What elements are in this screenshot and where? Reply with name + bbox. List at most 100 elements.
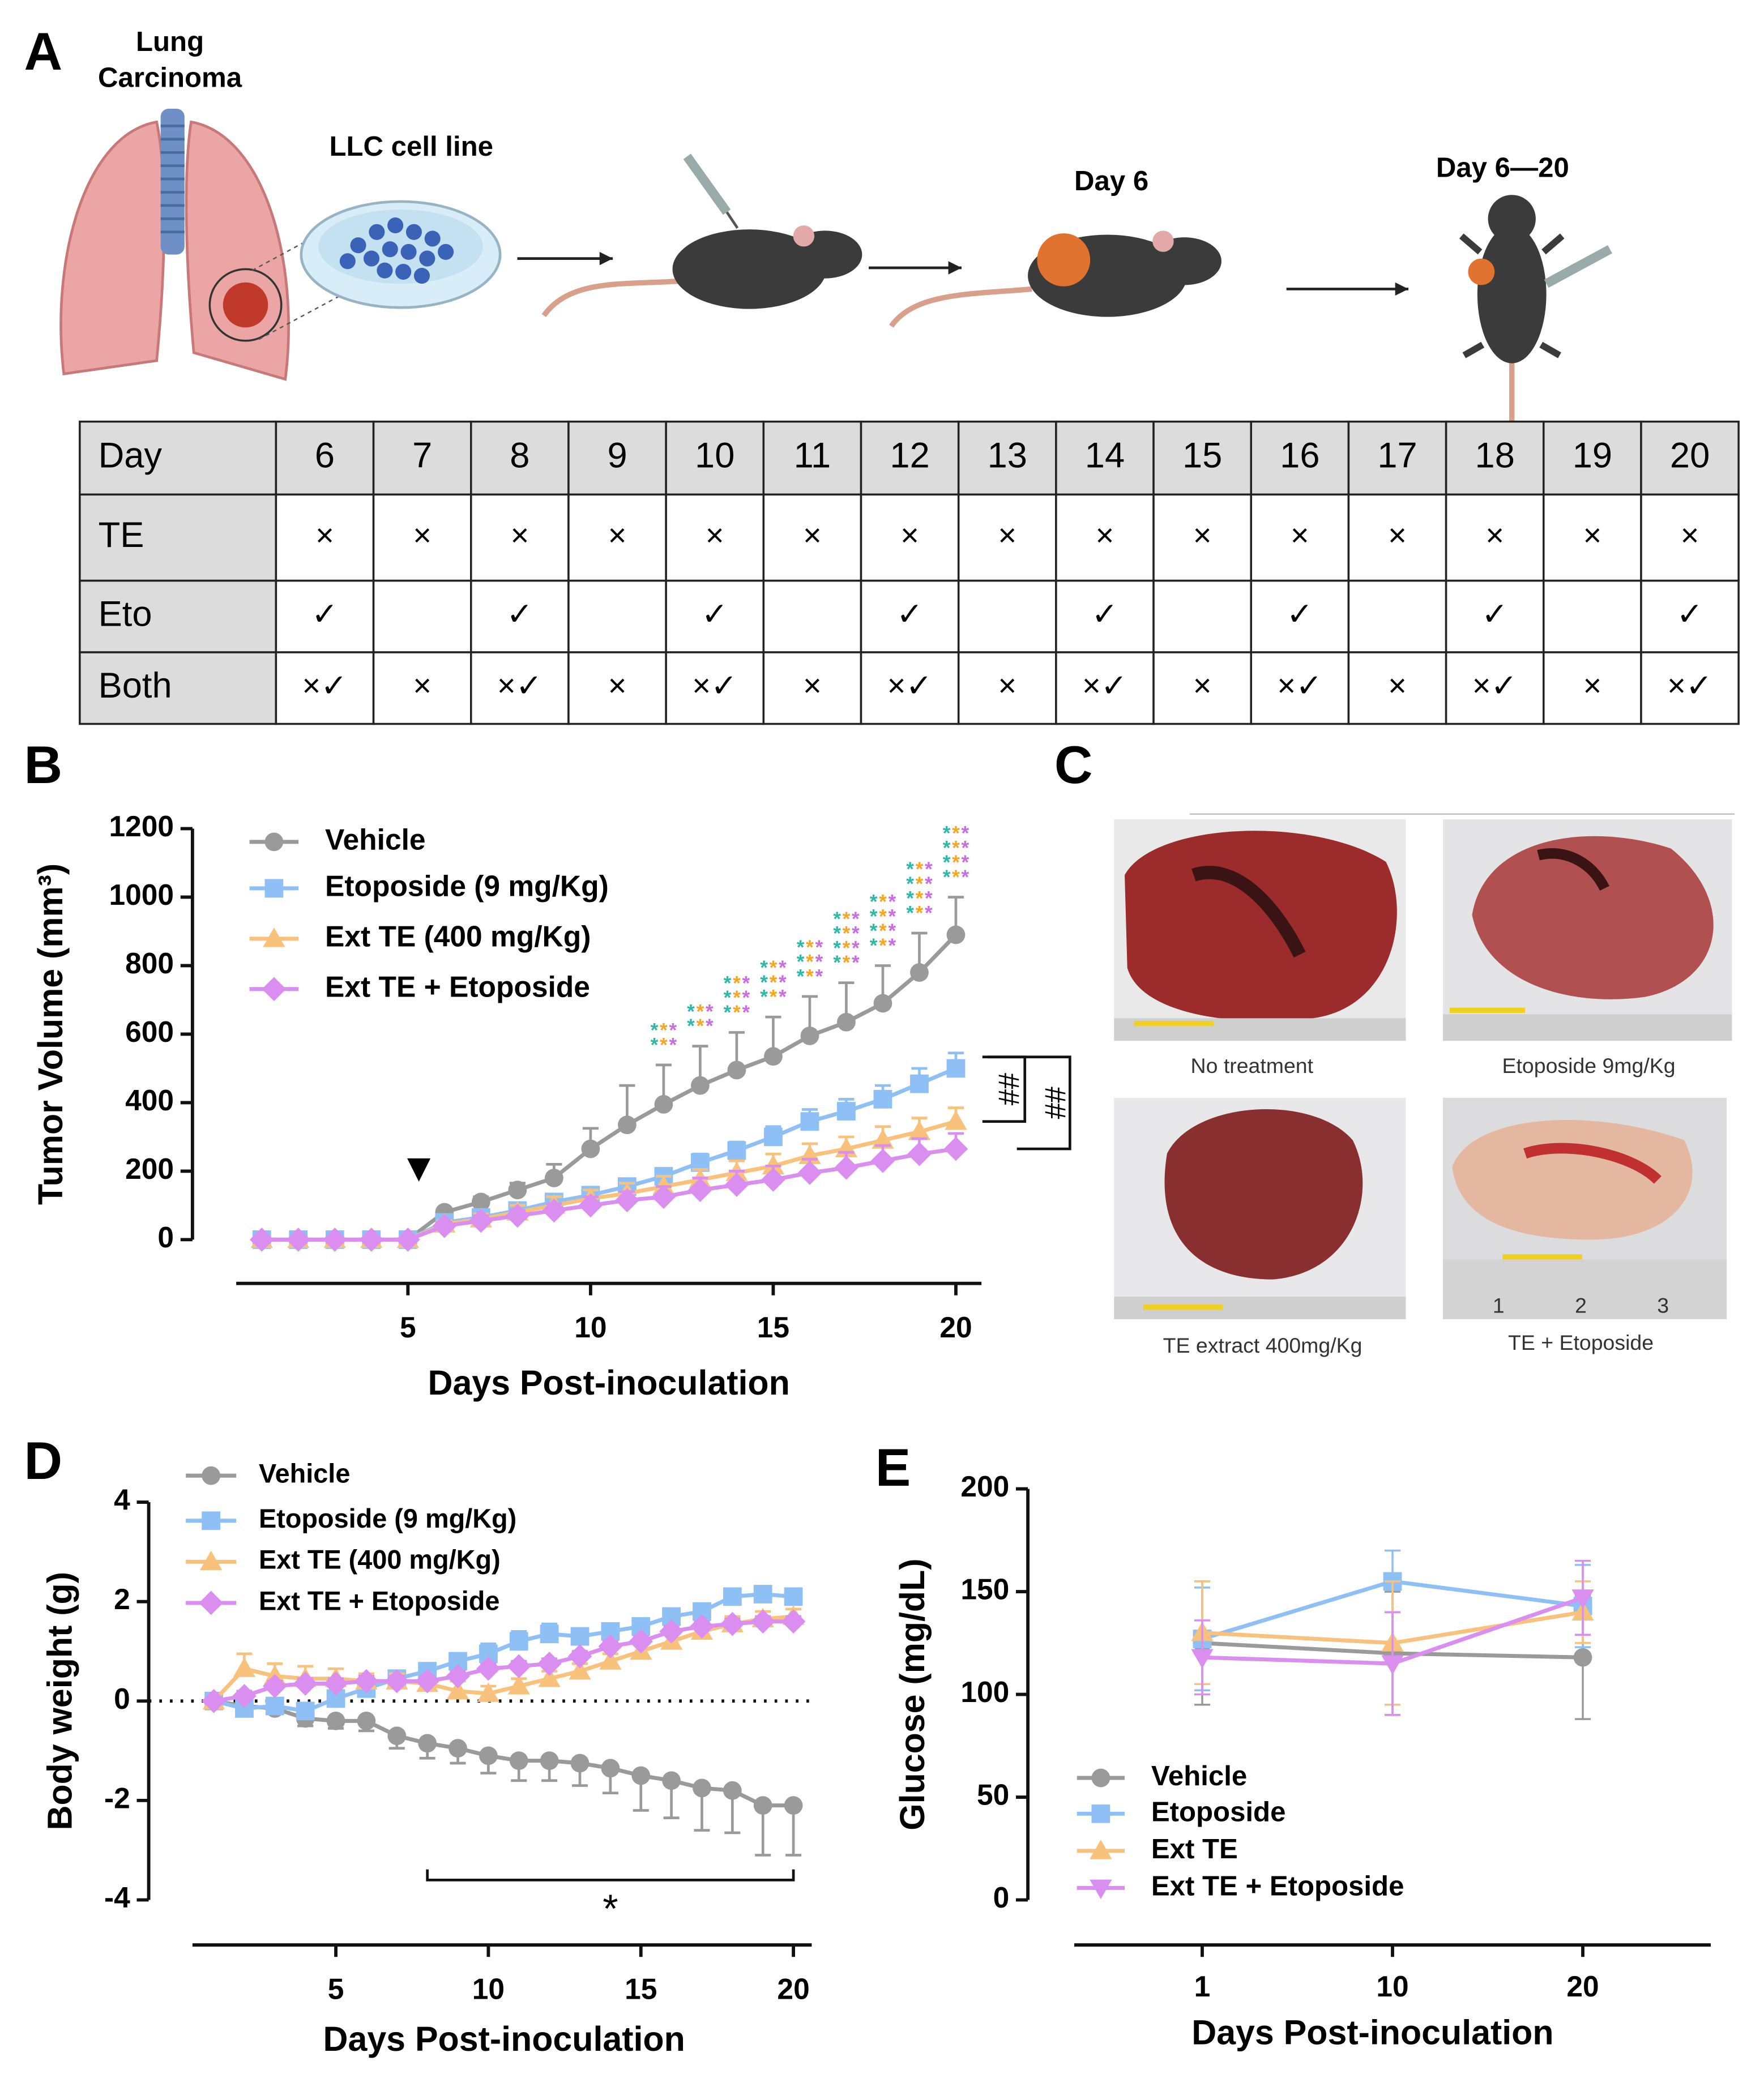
data-point: [432, 1213, 457, 1238]
significance-marker: *: [724, 987, 732, 1009]
table-cell: [957, 493, 1057, 582]
data-point: [540, 1751, 559, 1771]
significance-marker: *: [952, 852, 960, 874]
significance-label: *: [603, 1886, 618, 1931]
data-point: [354, 1669, 379, 1694]
significance-marker: *: [843, 908, 851, 930]
data-point: [538, 1667, 561, 1687]
table-cell-text: ×✓: [1082, 668, 1127, 703]
table-cell-text: ✓: [506, 596, 533, 632]
data-point: [249, 1228, 274, 1252]
x-tick-label: 10: [574, 1311, 606, 1344]
legend-label: Etoposide: [1151, 1796, 1286, 1827]
table-cell: [567, 651, 667, 725]
significance-marker: *: [815, 937, 823, 959]
table-cell-text: ×✓: [497, 668, 543, 703]
data-point: [873, 1089, 892, 1109]
y-tick-label: 200: [125, 1152, 174, 1185]
day-label: Day 6—20: [1436, 152, 1569, 183]
y-tick-label: 0: [157, 1221, 174, 1254]
significance-marker: *: [925, 902, 933, 924]
significance-marker: *: [815, 951, 823, 973]
significance-marker: *: [651, 1020, 659, 1042]
significance-bracket: [426, 1869, 795, 1882]
data-point: [651, 1185, 676, 1209]
significance-marker: *: [906, 858, 914, 880]
data-point: [569, 1660, 591, 1680]
data-point: [750, 1609, 775, 1634]
data-point: [727, 1141, 746, 1160]
significance-marker: *: [916, 858, 924, 880]
x-tick-label: 10: [472, 1973, 505, 2006]
table-cell: [665, 493, 765, 582]
significance-marker: *: [870, 935, 878, 957]
table-cell: [567, 579, 667, 653]
ruler-label: 2: [1575, 1294, 1587, 1318]
significance-marker: *: [906, 873, 914, 895]
significance-marker: *: [925, 858, 933, 880]
data-point: [567, 1644, 592, 1669]
data-point: [509, 1751, 528, 1771]
panel-label: C: [1054, 735, 1093, 794]
table-cell-text: ×: [1388, 668, 1407, 703]
photo-caption: TE extract 400mg/Kg: [1163, 1333, 1362, 1357]
x-tick-label: 20: [777, 1973, 809, 2006]
legend-marker: [264, 879, 284, 898]
table-cell: [1640, 579, 1740, 653]
table-cell: [665, 651, 765, 725]
data-point: [449, 1739, 467, 1758]
legend-marker: [199, 1550, 223, 1571]
arrow-marker: ▼: [399, 1145, 439, 1190]
legend-label: Etoposide (9 mg/Kg): [325, 869, 609, 902]
x-tick-label: 15: [757, 1311, 789, 1344]
table-cell: [1445, 420, 1545, 496]
legend-marker: [1091, 1804, 1110, 1823]
data-point: [415, 1669, 439, 1694]
table-cell-text: ×: [1583, 668, 1601, 703]
table-header: 10: [695, 436, 734, 476]
data-point: [907, 1141, 932, 1166]
y-axis-title: Tumor Volume (mm³): [31, 863, 70, 1205]
significance-marker: *: [952, 837, 960, 859]
significance-marker: *: [742, 972, 750, 994]
significance-marker: *: [962, 852, 969, 874]
legend-marker: [263, 927, 285, 947]
photos: [1114, 813, 1735, 1319]
significance-marker: *: [833, 923, 841, 945]
table-cell: [567, 493, 667, 582]
y-tick-label: 200: [960, 1470, 1009, 1503]
data-point: [537, 1652, 562, 1676]
table-cell: [762, 420, 862, 496]
data-point: [477, 1682, 500, 1702]
table-header: 8: [510, 436, 529, 476]
data-point: [946, 925, 966, 944]
table-cell-text: ×: [1291, 517, 1309, 553]
significance-marker: *: [916, 902, 924, 924]
illustration: [59, 109, 1612, 425]
data-point: [476, 1656, 501, 1681]
cell-label: LLC cell line: [329, 131, 493, 162]
comparison-bracket: [988, 1055, 1071, 1151]
significance-marker: *: [879, 891, 887, 913]
data-point: [617, 1115, 637, 1135]
table-cell-text: ×: [803, 668, 822, 703]
significance-marker: *: [952, 823, 960, 845]
panel-label: D: [24, 1431, 62, 1490]
significance-marker: *: [779, 972, 787, 994]
data-point: [601, 1759, 620, 1778]
significance-marker: *: [916, 888, 924, 910]
data-point: [326, 1711, 345, 1730]
significance-marker: *: [797, 937, 805, 959]
table-cell: [1250, 651, 1350, 725]
table-cell-text: ×✓: [1277, 668, 1322, 703]
data-point: [693, 1778, 711, 1798]
data-point: [837, 1102, 856, 1121]
table-cell: [1152, 579, 1252, 653]
table-header: 18: [1475, 436, 1515, 476]
photo-caption: Etoposide 9mg/Kg: [1502, 1054, 1676, 1077]
data-point: [943, 1136, 968, 1161]
table-cell-text: ✓: [311, 596, 338, 632]
data-point: [505, 1203, 530, 1228]
table-header: 14: [1085, 436, 1125, 476]
significance-marker: *: [706, 1000, 714, 1023]
